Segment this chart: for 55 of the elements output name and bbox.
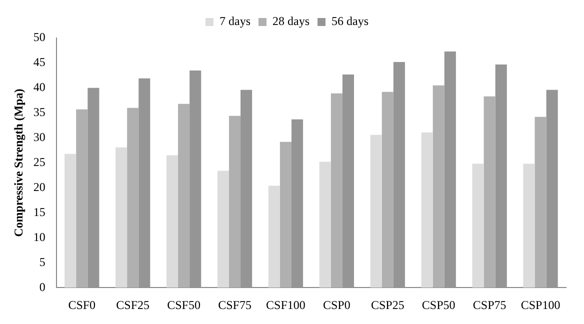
legend-label: 28 days <box>272 14 310 28</box>
bar <box>291 119 304 288</box>
y-tick-label: 30 <box>33 130 46 144</box>
bar <box>166 155 178 288</box>
bar <box>190 70 202 288</box>
x-tick-label: CSF50 <box>167 298 200 312</box>
bar <box>319 162 331 288</box>
x-tick-label: CSP25 <box>370 298 404 312</box>
bar <box>217 170 229 288</box>
bar <box>382 92 394 288</box>
bar <box>421 132 433 288</box>
y-axis-title: Compressive Strength (Mpa) <box>11 88 26 237</box>
x-tick-label: CSF100 <box>266 298 306 312</box>
x-tick-label: CSP0 <box>323 298 350 312</box>
bar <box>444 51 456 288</box>
legend-label: 56 days <box>332 14 369 28</box>
bar <box>370 134 382 288</box>
x-tick-label: CSP75 <box>472 298 506 312</box>
bar <box>432 85 444 288</box>
bar <box>484 96 496 288</box>
legend-label: 7 days <box>220 14 251 28</box>
bar <box>76 109 88 288</box>
x-tick-label: CSF0 <box>68 298 96 312</box>
x-tick-label: CSP100 <box>520 298 560 312</box>
bar <box>116 147 128 288</box>
bar <box>280 142 292 288</box>
bar <box>342 74 354 288</box>
y-tick-label: 50 <box>33 30 46 44</box>
y-tick-label: 40 <box>33 80 46 94</box>
bar <box>228 116 241 288</box>
y-tick-label: 35 <box>33 105 46 120</box>
bar <box>523 164 535 288</box>
bar <box>546 90 558 288</box>
bar <box>393 62 405 288</box>
bar <box>127 108 139 288</box>
y-tick-label: 20 <box>33 180 46 194</box>
bar <box>138 78 150 288</box>
bar <box>495 64 507 288</box>
bar <box>268 186 280 288</box>
bar <box>534 116 546 288</box>
bar <box>330 93 342 288</box>
x-tick-label: CSP50 <box>422 298 456 312</box>
x-tick-label: CSF75 <box>218 298 252 312</box>
y-tick-label: 25 <box>33 154 46 169</box>
x-tick-label: CSF25 <box>116 298 150 312</box>
bar <box>240 90 252 288</box>
bar <box>88 88 100 288</box>
y-tick-label: 5 <box>39 254 46 269</box>
y-tick-label: 0 <box>39 280 46 294</box>
bar <box>178 104 190 288</box>
y-tick-label: 15 <box>33 204 46 219</box>
bar <box>472 164 484 288</box>
bar <box>64 154 76 288</box>
y-tick-label: 45 <box>33 55 46 70</box>
y-tick-label: 10 <box>33 230 46 244</box>
